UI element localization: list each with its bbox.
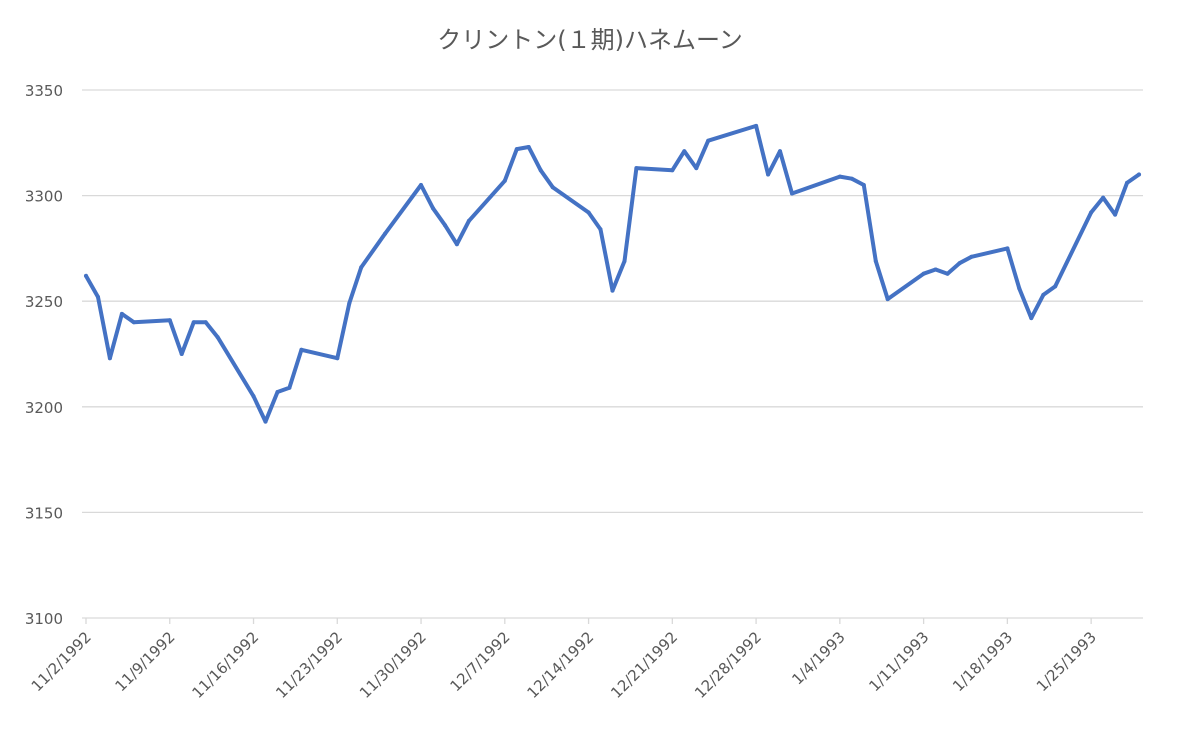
series-layer — [84, 123, 1141, 424]
data-point — [598, 227, 603, 232]
data-point — [1089, 210, 1094, 215]
x-tick-label: 1/4/1993 — [788, 628, 848, 688]
data-point — [634, 166, 639, 171]
data-point — [921, 271, 926, 276]
y-tick-label: 3350 — [25, 82, 63, 100]
data-point — [131, 320, 136, 325]
data-point — [179, 352, 184, 356]
data-point — [275, 390, 280, 394]
y-tick-label: 3150 — [25, 504, 63, 522]
data-point — [1137, 172, 1141, 177]
data-point — [790, 191, 794, 196]
data-point — [861, 183, 866, 187]
data-point — [1029, 316, 1034, 321]
data-point — [682, 149, 687, 154]
x-tick-label: 11/9/1992 — [111, 628, 178, 695]
data-point — [885, 297, 890, 302]
data-point — [1017, 286, 1022, 291]
data-point — [443, 223, 447, 228]
data-point — [526, 145, 531, 149]
series-line — [84, 123, 1141, 424]
data-point — [466, 218, 471, 223]
data-point — [287, 385, 292, 390]
data-point — [694, 166, 699, 171]
data-point — [347, 301, 352, 306]
x-tick-label: 12/14/1992 — [524, 628, 598, 702]
data-point — [119, 311, 124, 316]
data-point — [670, 168, 675, 173]
data-point — [263, 419, 268, 424]
data-point — [502, 178, 507, 183]
data-point — [945, 271, 950, 276]
data-point — [215, 335, 220, 340]
data-point — [778, 149, 782, 154]
y-tick-label: 3300 — [25, 188, 63, 206]
y-tick-label: 3100 — [25, 610, 63, 628]
data-point — [191, 320, 196, 325]
data-point — [586, 210, 591, 215]
y-axis: 3100 3150 3200 3250 3300 3350 — [25, 82, 63, 628]
gridlines — [82, 89, 1143, 619]
data-point — [383, 231, 388, 236]
data-point — [514, 147, 519, 152]
x-tick-label: 11/2/1992 — [28, 628, 95, 695]
data-point — [1101, 195, 1106, 200]
data-point — [1113, 212, 1118, 217]
x-tick-label: 11/23/1992 — [272, 628, 346, 702]
data-point — [622, 259, 627, 264]
data-point — [538, 168, 543, 173]
y-tick-label: 3250 — [25, 293, 63, 311]
data-point — [84, 273, 88, 278]
data-point — [96, 295, 100, 299]
data-point — [754, 123, 759, 128]
data-point — [454, 242, 459, 247]
data-point — [167, 318, 172, 323]
data-point — [969, 254, 974, 259]
data-point — [873, 259, 878, 264]
data-point — [849, 176, 854, 181]
data-point — [933, 267, 938, 272]
data-point — [706, 138, 711, 143]
data-point — [299, 347, 304, 352]
x-tick-label: 1/25/1993 — [1033, 628, 1100, 695]
data-point — [359, 265, 364, 270]
data-point — [766, 172, 771, 177]
data-point — [610, 288, 615, 293]
chart-title: クリントン(１期)ハネムーン — [437, 26, 743, 54]
x-tick-label: 12/21/1992 — [607, 628, 681, 702]
data-point — [107, 356, 112, 361]
x-axis: 11/2/1992 11/9/1992 11/16/1992 11/23/1992 11… — [28, 618, 1100, 702]
data-point — [1053, 284, 1058, 289]
x-tick-label: 12/7/1992 — [447, 628, 514, 695]
data-point — [251, 394, 256, 399]
data-point — [203, 320, 208, 325]
data-point — [1005, 246, 1010, 251]
x-tick-label: 11/30/1992 — [356, 628, 430, 702]
data-point — [550, 185, 555, 190]
data-point — [957, 261, 962, 266]
data-point — [335, 356, 340, 361]
x-tick-label: 12/28/1992 — [691, 628, 765, 702]
data-point — [1125, 180, 1129, 185]
x-tick-label: 1/18/1993 — [949, 628, 1016, 695]
y-tick-label: 3200 — [25, 399, 63, 417]
data-point — [431, 206, 435, 211]
x-tick-label: 11/16/1992 — [188, 628, 262, 702]
data-point — [1041, 292, 1046, 297]
data-point — [837, 174, 842, 179]
x-tick-label: 1/11/1993 — [865, 628, 932, 695]
data-point — [419, 183, 423, 187]
